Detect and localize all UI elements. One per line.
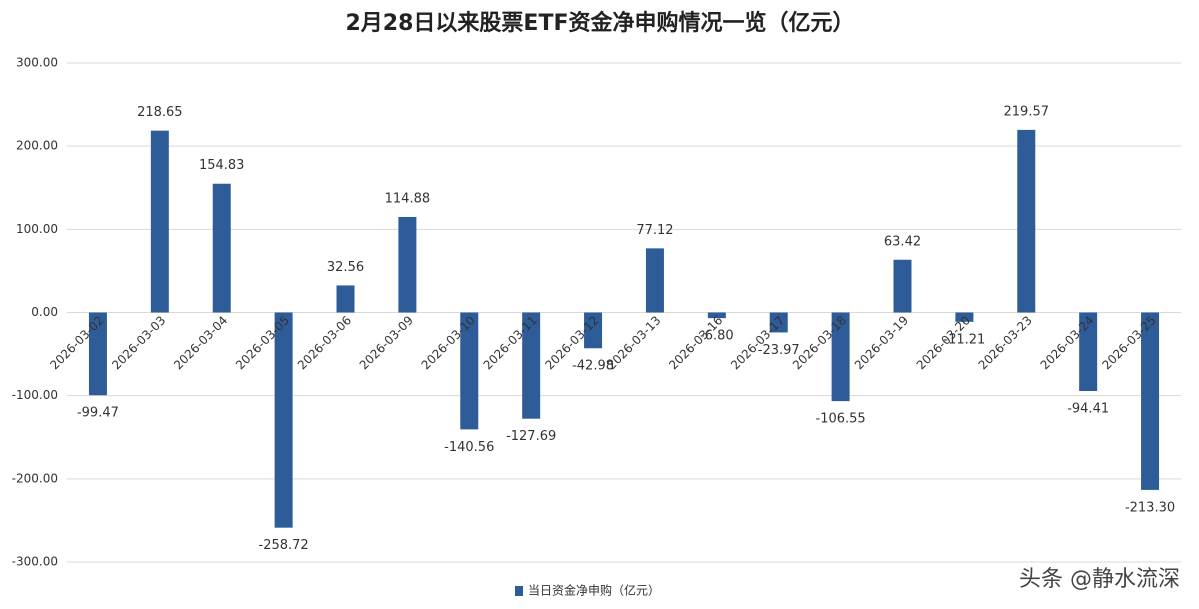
bar bbox=[955, 312, 974, 322]
bar bbox=[88, 312, 107, 396]
legend-label: 当日资金净申购（亿元） bbox=[528, 583, 660, 598]
bar bbox=[150, 130, 169, 313]
x-tick-label: 2026-03-19 bbox=[852, 313, 911, 372]
chart-title: 2月28日以来股票ETF资金净申购情况一览（亿元） bbox=[346, 10, 855, 36]
bar bbox=[1017, 129, 1036, 313]
y-tick-label: -300.00 bbox=[12, 555, 58, 569]
watermark: 头条 @静水流深 bbox=[1019, 567, 1180, 592]
data-label: -127.69 bbox=[506, 429, 556, 444]
data-label: -11.21 bbox=[943, 332, 985, 347]
data-label: -42.98 bbox=[572, 359, 614, 374]
bar bbox=[707, 312, 726, 319]
data-label: 218.65 bbox=[137, 105, 183, 120]
bar bbox=[1141, 312, 1160, 490]
bar bbox=[584, 312, 603, 349]
y-tick-label: -100.00 bbox=[12, 388, 58, 402]
data-label: -6.80 bbox=[700, 329, 734, 344]
bar bbox=[1079, 312, 1098, 392]
x-tick-label: 2026-03-06 bbox=[295, 313, 354, 372]
bar bbox=[460, 312, 479, 430]
bar bbox=[336, 285, 355, 313]
x-tick-label: 2026-03-03 bbox=[109, 313, 168, 372]
x-tick-label: 2026-03-04 bbox=[171, 313, 230, 372]
data-label: 63.42 bbox=[884, 234, 921, 249]
data-label: 77.12 bbox=[636, 223, 673, 238]
data-label: -23.97 bbox=[758, 343, 800, 358]
bar bbox=[212, 183, 231, 313]
data-label: -213.30 bbox=[1125, 500, 1175, 515]
bar bbox=[893, 259, 912, 313]
data-label: 219.57 bbox=[1004, 104, 1050, 119]
data-label: 154.83 bbox=[199, 158, 245, 173]
y-tick-label: 300.00 bbox=[16, 56, 58, 70]
bar bbox=[274, 312, 293, 528]
y-tick-label: 100.00 bbox=[16, 222, 58, 236]
data-label: -106.55 bbox=[816, 412, 866, 427]
data-label: -94.41 bbox=[1067, 402, 1109, 417]
y-tick-label: 200.00 bbox=[16, 139, 58, 153]
data-label: 114.88 bbox=[385, 191, 431, 206]
bar bbox=[831, 312, 850, 402]
data-label: -99.47 bbox=[77, 406, 119, 421]
legend-swatch bbox=[515, 586, 523, 596]
y-tick-label: -200.00 bbox=[12, 471, 58, 485]
data-label: -140.56 bbox=[444, 440, 494, 455]
x-tick-label: 2026-03-13 bbox=[604, 313, 663, 372]
x-tick-label: 2026-03-09 bbox=[357, 313, 416, 372]
bar bbox=[398, 216, 417, 313]
bar bbox=[522, 312, 541, 419]
data-label: -258.72 bbox=[259, 538, 309, 553]
bar bbox=[769, 312, 788, 333]
bar bbox=[645, 248, 664, 313]
y-tick-label: 0.00 bbox=[31, 305, 58, 319]
data-label: 32.56 bbox=[327, 260, 364, 275]
